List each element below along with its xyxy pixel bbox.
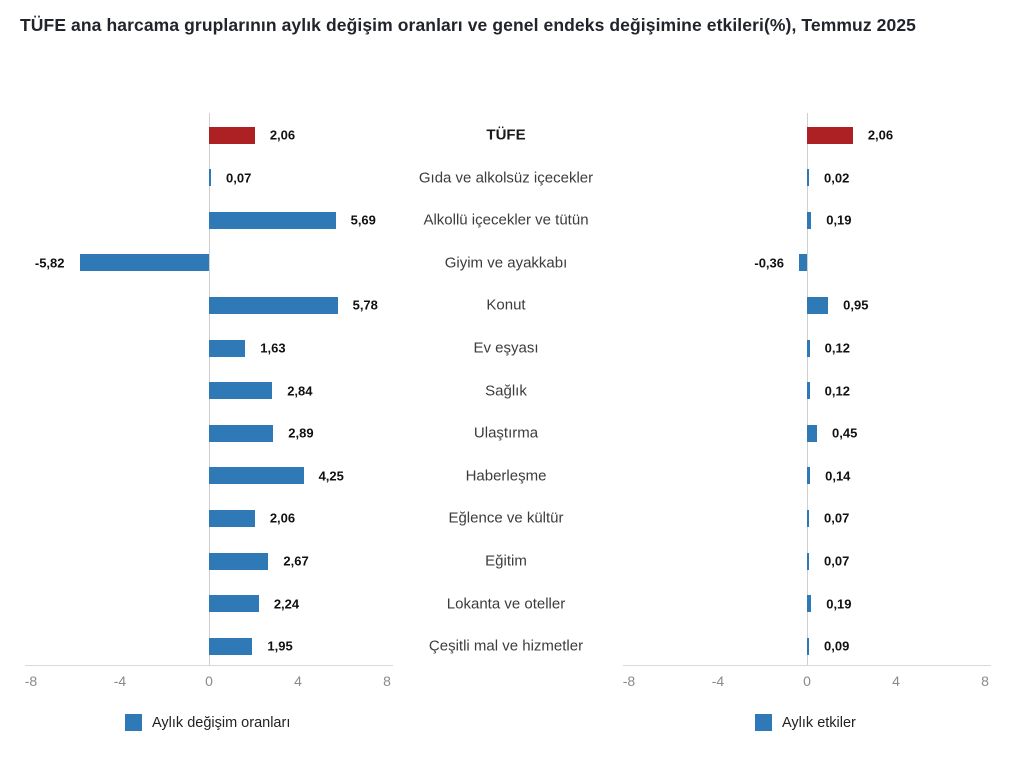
- category-label: Çeşitli mal ve hizmetler: [428, 637, 584, 655]
- bar: [209, 296, 338, 314]
- bar: [209, 169, 211, 187]
- category-label: Ev eşyası: [473, 339, 539, 357]
- bar: [209, 424, 274, 442]
- category-label: TÜFE: [486, 126, 526, 144]
- x-axis-tick-label: -8: [24, 673, 38, 689]
- legend-monthly-effects: Aylık etkiler: [755, 714, 856, 731]
- legend-monthly-change: Aylık değişim oranları: [125, 714, 290, 731]
- bar: [209, 339, 246, 357]
- bar-value-label: 1,95: [267, 638, 293, 654]
- legend-swatch-blue: [755, 714, 772, 731]
- bar: [209, 211, 336, 229]
- legend-swatch-blue: [125, 714, 142, 731]
- bar-value-label: 5,78: [352, 297, 378, 313]
- bar: [807, 509, 809, 527]
- bar-value-label: 0,07: [824, 510, 850, 526]
- bar-value-label: -5,82: [34, 255, 65, 271]
- x-axis-tick-label: 4: [892, 673, 900, 689]
- bar: [807, 467, 811, 485]
- bar-value-label: 5,69: [350, 212, 376, 228]
- bar-value-label: 0,19: [826, 596, 852, 612]
- bar: [807, 595, 812, 613]
- bar: [807, 382, 810, 400]
- category-label: Alkollü içecekler ve tütün: [423, 211, 589, 229]
- x-axis-tick-label: 8: [383, 673, 391, 689]
- category-label: Giyim ve ayakkabı: [444, 254, 568, 272]
- bar-value-label: 2,06: [867, 127, 894, 143]
- category-label: Haberleşme: [465, 467, 547, 485]
- bar: [807, 637, 809, 655]
- bar-value-label: 1,63: [260, 340, 286, 356]
- legend-label: Aylık etkiler: [782, 714, 856, 731]
- x-axis-tick-label: -4: [711, 673, 725, 689]
- bar-value-label: 0,95: [843, 297, 869, 313]
- bar: [807, 424, 817, 442]
- category-label: Sağlık: [485, 382, 527, 400]
- bar: [209, 509, 255, 527]
- bar-value-label: 2,89: [288, 425, 314, 441]
- bar: [807, 126, 853, 144]
- bar: [807, 296, 829, 314]
- bar-value-label: 0,02: [824, 170, 850, 186]
- x-axis-tick-label: 8: [981, 673, 989, 689]
- bar-value-label: 2,06: [269, 127, 296, 143]
- bar-value-label: 0,14: [825, 468, 851, 484]
- bar-value-label: 0,09: [824, 638, 850, 654]
- bar: [209, 552, 269, 570]
- x-axis-line: [623, 665, 991, 666]
- bar-value-label: 0,07: [226, 170, 252, 186]
- bar-value-label: 0,19: [826, 212, 852, 228]
- x-axis-line: [25, 665, 393, 666]
- category-label: Ulaştırma: [473, 424, 539, 442]
- bar-value-label: 0,12: [824, 383, 850, 399]
- bar-value-label: 0,45: [832, 425, 858, 441]
- bar-value-label: 0,07: [824, 553, 850, 569]
- bar: [807, 169, 809, 187]
- bar: [807, 339, 810, 357]
- category-label: Konut: [486, 296, 526, 314]
- bar-value-label: -0,36: [754, 255, 784, 271]
- bar-value-label: 2,24: [273, 596, 300, 612]
- bar: [807, 211, 812, 229]
- category-label: Lokanta ve oteller: [446, 595, 566, 613]
- bar: [798, 254, 807, 272]
- x-axis-tick-label: -8: [622, 673, 636, 689]
- category-label: Eğitim: [485, 552, 527, 570]
- bar: [209, 637, 253, 655]
- x-axis-tick-label: -4: [113, 673, 127, 689]
- bar: [209, 382, 273, 400]
- x-axis-tick-label: 0: [205, 673, 213, 689]
- bar-value-label: 2,84: [287, 383, 313, 399]
- chart-title: TÜFE ana harcama gruplarının aylık değiş…: [20, 15, 916, 35]
- x-axis-tick-label: 0: [803, 673, 811, 689]
- bar: [807, 552, 809, 570]
- category-label: Gıda ve alkolsüz içecekler: [418, 169, 594, 187]
- bar: [209, 467, 304, 485]
- bar-value-label: 2,67: [283, 553, 309, 569]
- bar-value-label: 2,06: [269, 510, 296, 526]
- category-label: Eğlence ve kültür: [448, 509, 564, 527]
- bar: [209, 595, 259, 613]
- bar: [79, 254, 209, 272]
- bar-value-label: 4,25: [318, 468, 344, 484]
- legend-label: Aylık değişim oranları: [152, 714, 291, 731]
- bar-value-label: 0,12: [824, 340, 850, 356]
- bar: [209, 126, 255, 144]
- x-axis-tick-label: 4: [294, 673, 302, 689]
